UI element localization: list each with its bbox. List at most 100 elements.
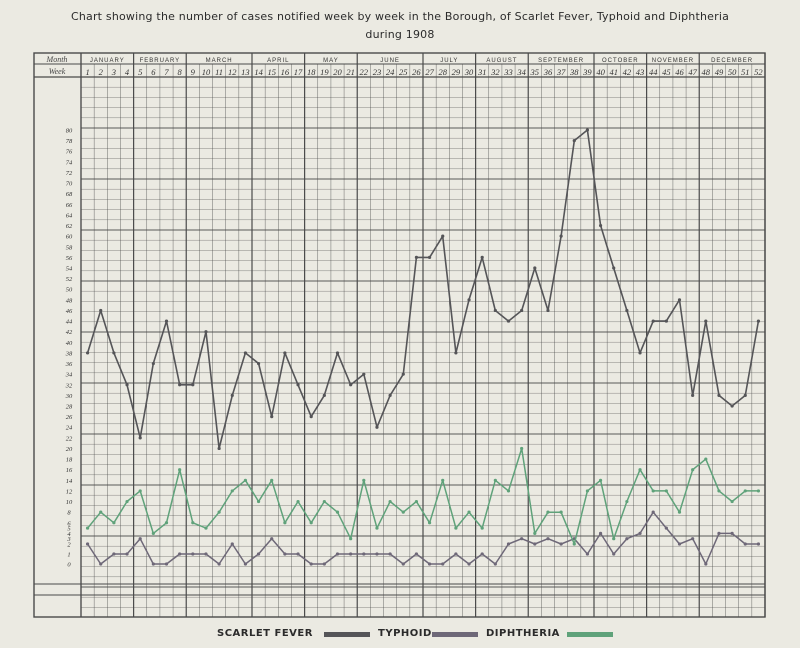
y-tick-label: 44: [66, 319, 73, 326]
data-point: [677, 298, 682, 302]
data-point: [598, 531, 603, 535]
data-point: [493, 308, 497, 313]
data-point: [230, 393, 234, 397]
data-point: [717, 393, 721, 397]
data-point: [296, 499, 300, 504]
data-point: [414, 552, 419, 556]
data-point: [243, 478, 248, 482]
y-tick-label: 50: [66, 287, 73, 294]
data-point: [467, 510, 471, 514]
week-label: 5: [138, 67, 142, 77]
y-tick-label: 38: [65, 350, 73, 357]
data-point: [204, 552, 208, 556]
week-label: 40: [596, 67, 605, 77]
data-point: [414, 499, 419, 504]
month-label: NOVEMBER: [652, 58, 694, 64]
data-point: [178, 468, 182, 472]
data-point: [112, 552, 116, 556]
week-label: 16: [281, 67, 290, 77]
data-point: [125, 552, 129, 556]
data-point: [704, 457, 708, 461]
week-label: 13: [241, 67, 250, 77]
data-point: [99, 562, 103, 566]
week-label: 8: [178, 67, 183, 77]
legend-label-diphtheria: DIPHTHERIA: [486, 628, 560, 639]
data-point: [335, 351, 340, 355]
month-label: JULY: [440, 58, 458, 64]
week-label: 36: [543, 67, 553, 77]
data-point: [138, 436, 142, 440]
series-line-typhoid: [86, 511, 759, 565]
data-point: [217, 510, 221, 514]
data-point: [717, 531, 721, 535]
data-point: [756, 489, 761, 493]
data-point: [270, 478, 274, 482]
week-label: 48: [702, 67, 711, 77]
month-label: JANUARY: [90, 58, 125, 64]
week-label: 42: [623, 67, 632, 77]
data-point: [756, 319, 761, 323]
data-point: [388, 552, 392, 556]
data-point: [506, 542, 511, 546]
data-point: [388, 393, 392, 397]
week-label: 18: [307, 67, 316, 77]
data-point: [625, 537, 629, 541]
y-tick-label: 26: [66, 414, 73, 421]
data-point: [401, 510, 405, 514]
y-tick-label: 64: [66, 212, 73, 219]
week-label: 12: [228, 67, 237, 77]
y-tick-label: 60: [66, 234, 73, 241]
chart-title: Chart showing the number of cases notifi…: [0, 8, 800, 44]
y-tick-label: 36: [65, 361, 73, 368]
data-point: [349, 537, 353, 541]
data-point: [520, 308, 524, 313]
week-label: 11: [215, 67, 223, 77]
week-label: 30: [464, 67, 474, 77]
data-point: [164, 521, 169, 525]
week-label: 14: [254, 67, 263, 77]
data-point: [99, 308, 103, 313]
week-label: 24: [386, 67, 395, 77]
data-point: [178, 552, 182, 556]
y-tick-label: 56: [66, 255, 73, 262]
data-point: [756, 542, 761, 546]
data-point: [612, 266, 616, 270]
y-tick-label: 40: [66, 340, 73, 347]
data-point: [125, 499, 129, 504]
y-tick-label: 30: [65, 393, 73, 400]
data-point: [309, 415, 313, 419]
week-label: 3: [111, 67, 116, 77]
y-tick-label: 54: [66, 266, 73, 273]
week-label: 45: [662, 67, 671, 77]
week-label: 17: [294, 67, 303, 77]
y-tick-label: 12: [66, 488, 73, 495]
y-tick-label: 14: [66, 478, 73, 485]
legend-label-typhoid: TYPHOID: [378, 628, 432, 639]
data-point: [256, 361, 261, 366]
series-line-diphtheria: [87, 447, 759, 545]
data-point: [730, 531, 734, 535]
legend-swatch-typhoid: [432, 632, 478, 637]
data-point: [638, 468, 642, 472]
week-label: 29: [452, 67, 461, 77]
data-point: [533, 542, 537, 546]
data-point: [178, 383, 182, 387]
data-point: [598, 223, 603, 228]
data-point: [191, 383, 195, 387]
data-point: [283, 521, 287, 525]
data-point: [704, 562, 708, 566]
data-point: [691, 393, 695, 397]
data-point: [638, 531, 642, 535]
data-point: [743, 393, 747, 397]
data-point: [664, 319, 668, 323]
month-label: AUGUST: [486, 58, 517, 64]
data-point: [217, 562, 221, 566]
y-tick-label: 2: [67, 542, 71, 549]
data-point: [454, 526, 458, 530]
month-label: SEPTEMBER: [538, 58, 584, 64]
data-point: [112, 351, 116, 355]
week-label: 15: [267, 67, 276, 77]
month-label: MARCH: [206, 58, 233, 64]
data-point: [454, 552, 458, 556]
